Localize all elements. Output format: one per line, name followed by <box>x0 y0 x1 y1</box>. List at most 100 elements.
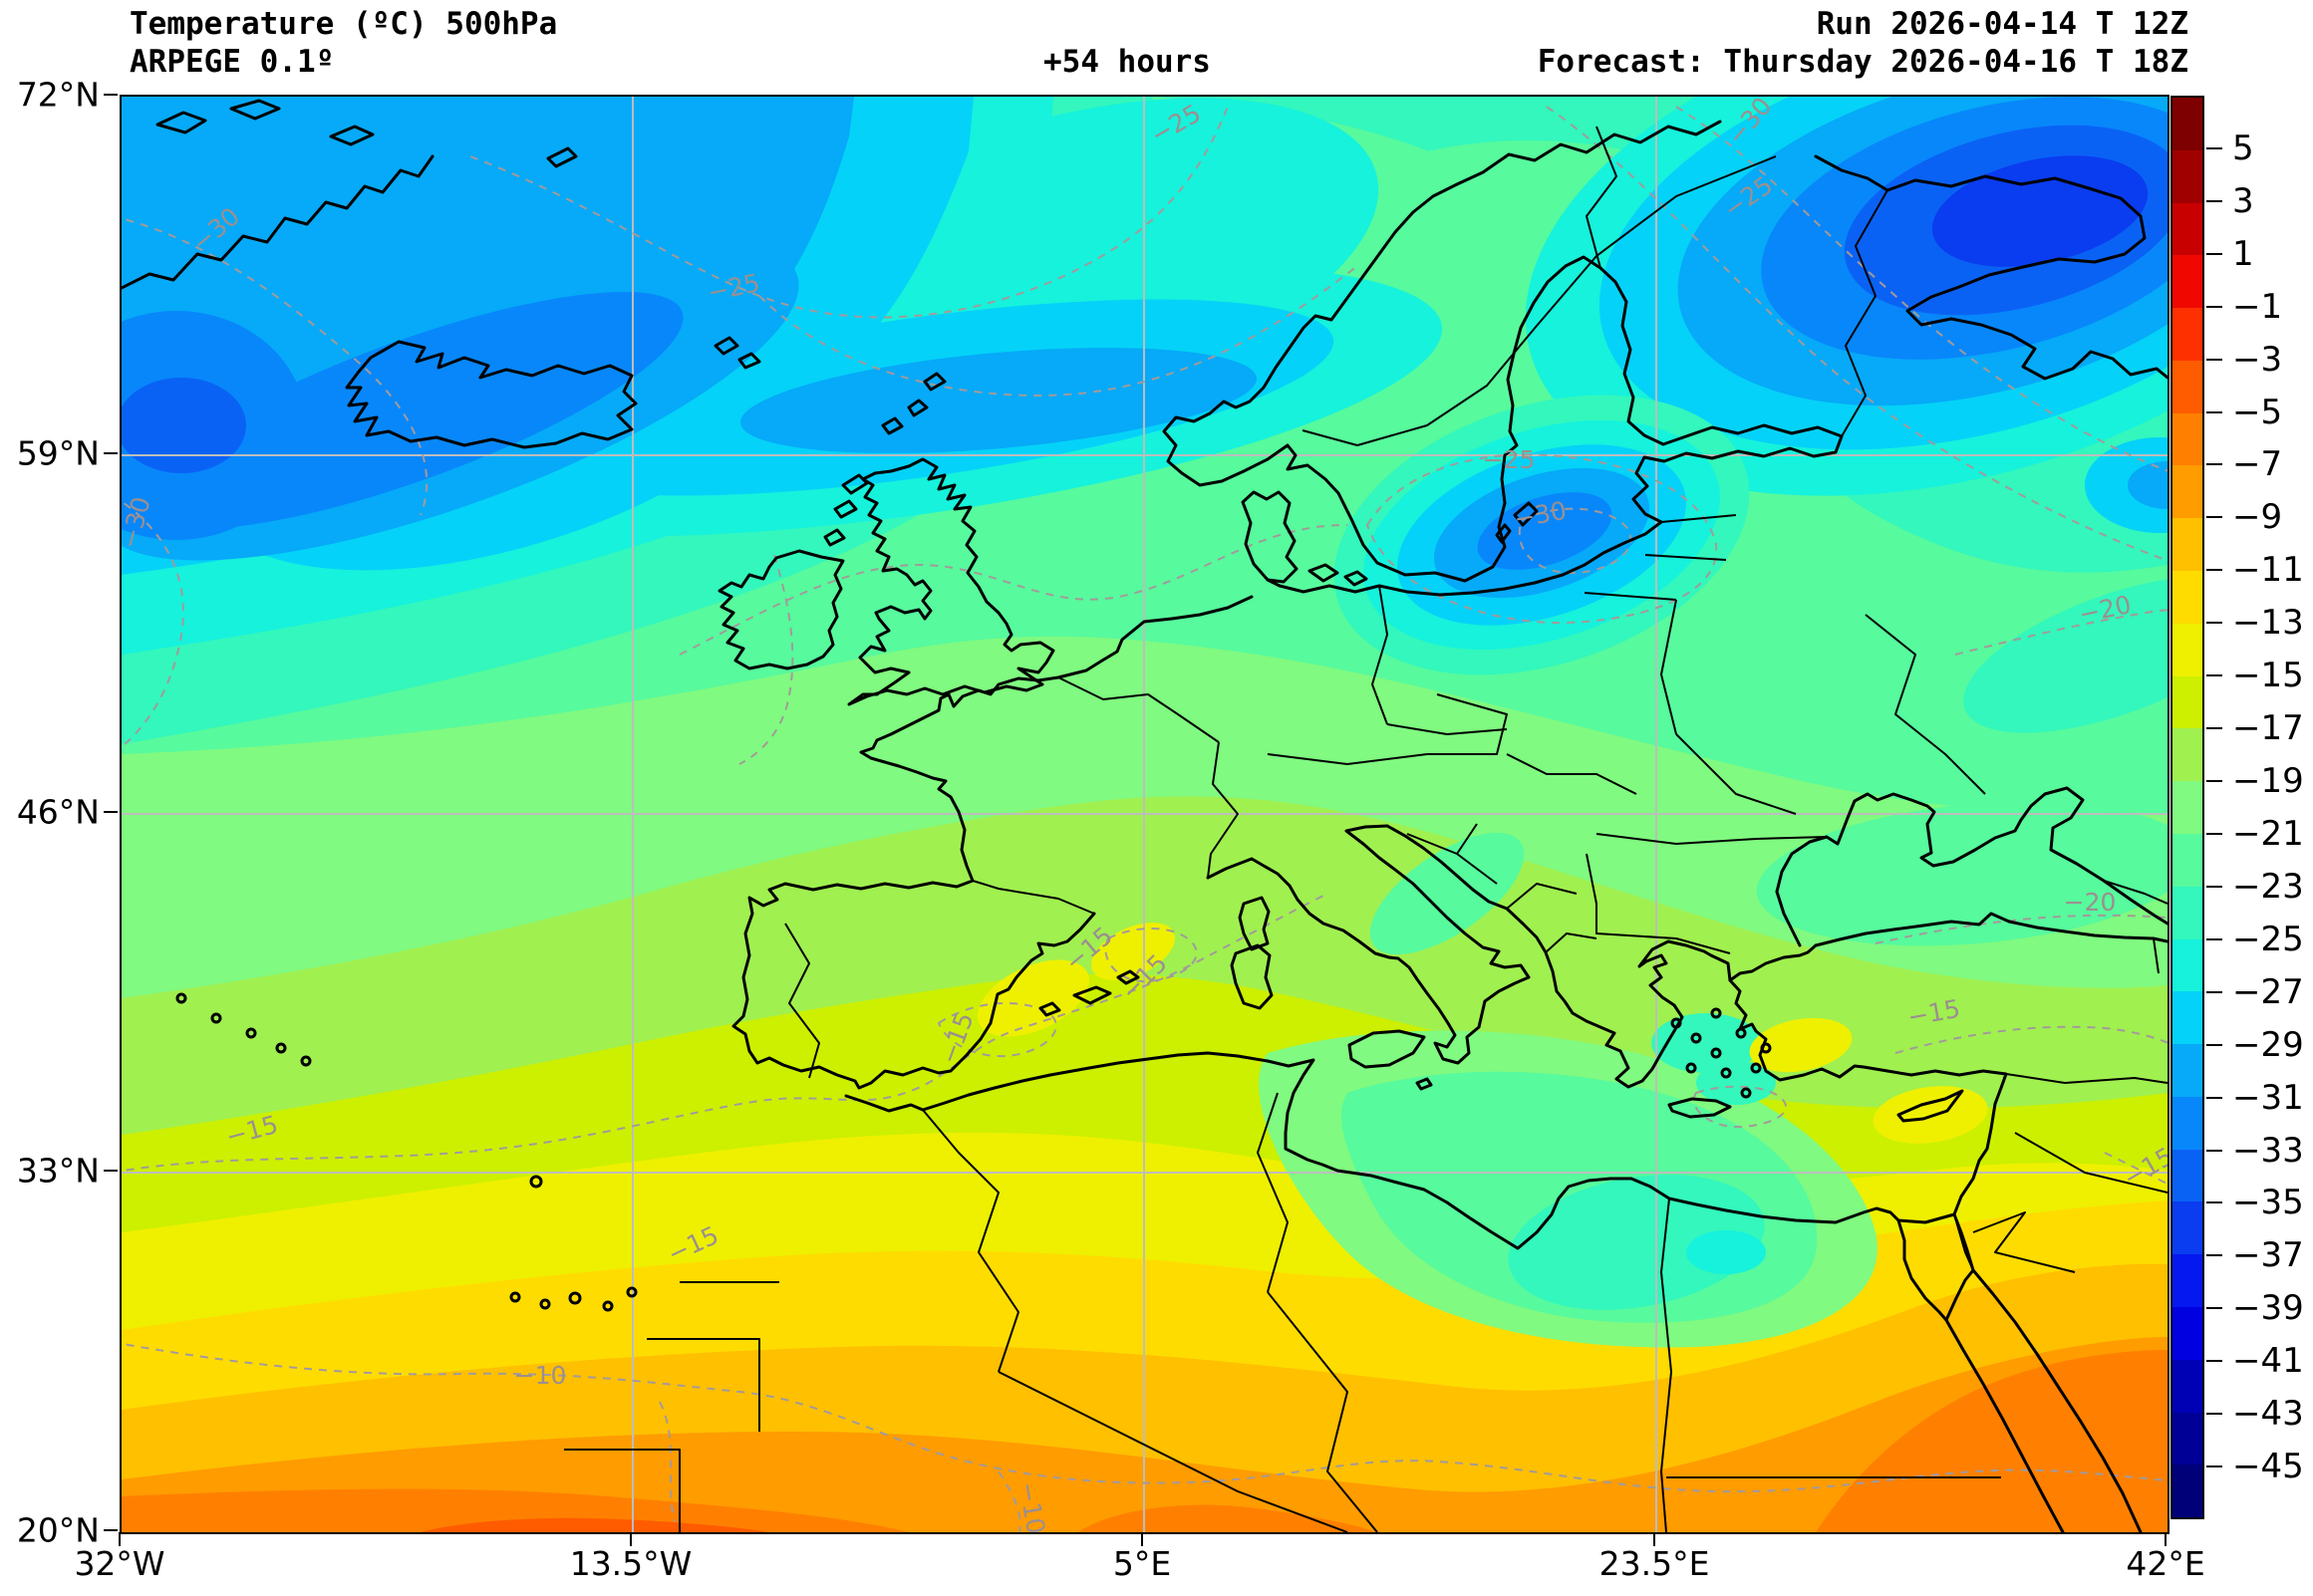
colorbar-tick-label: 1 <box>2232 234 2254 274</box>
colorbar-segment <box>2172 1464 2202 1517</box>
colorbar-segment <box>2172 1201 2202 1254</box>
colorbar-tick <box>2206 833 2222 835</box>
colorbar-segment <box>2172 676 2202 729</box>
x-axis-tick-label: 32°W <box>74 1544 164 1583</box>
colorbar-segment <box>2172 150 2202 203</box>
y-axis-tick-label: 46°N <box>4 793 100 832</box>
colorbar-tick-label: −45 <box>2232 1447 2304 1486</box>
contour-label: −20 <box>2064 888 2117 917</box>
colorbar-tick-label: 3 <box>2232 181 2254 221</box>
colorbar-segment <box>2172 413 2202 466</box>
colorbar-segment <box>2172 1307 2202 1360</box>
model-subtitle: ARPEGE 0.1º <box>130 44 334 80</box>
colorbar-tick <box>2206 200 2222 202</box>
colorbar-segment <box>2172 939 2202 992</box>
colorbar-tick <box>2206 886 2222 888</box>
run-label: Run 2026-04-14 T 12Z <box>1817 6 2188 42</box>
colorbar-tick <box>2206 622 2222 624</box>
colorbar-tick <box>2206 463 2222 465</box>
colorbar-segment <box>2172 518 2202 571</box>
colorbar-tick <box>2206 1044 2222 1046</box>
colorbar-tick-label: −31 <box>2232 1078 2304 1118</box>
colorbar-tick-label: −7 <box>2232 444 2282 484</box>
colorbar-segment <box>2172 1097 2202 1150</box>
colorbar-tick <box>2206 306 2222 308</box>
y-axis-tick-label: 59°N <box>4 434 100 473</box>
colorbar-segment <box>2172 308 2202 361</box>
colorbar-segment <box>2172 1360 2202 1413</box>
y-axis-tick-label: 20°N <box>4 1511 100 1550</box>
colorbar-tick <box>2206 516 2222 518</box>
colorbar-segment <box>2172 624 2202 676</box>
colorbar-segment <box>2172 255 2202 308</box>
colorbar-tick-label: −5 <box>2232 393 2282 432</box>
contour-label: −10 <box>514 1361 567 1390</box>
colorbar-tick-label: −41 <box>2232 1341 2304 1381</box>
y-axis-tick <box>104 452 118 454</box>
y-axis-tick <box>104 1170 118 1172</box>
colorbar-tick-label: −35 <box>2232 1183 2304 1222</box>
contour-label: −25 <box>1483 445 1536 474</box>
y-axis-tick <box>104 811 118 813</box>
colorbar-tick <box>2206 991 2222 993</box>
colorbar-tick <box>2206 253 2222 255</box>
colorbar-segment <box>2172 781 2202 834</box>
colorbar-tick <box>2206 1097 2222 1099</box>
y-axis-tick <box>104 1529 118 1531</box>
y-axis-tick-label: 72°N <box>4 76 100 115</box>
colorbar-segment <box>2172 1150 2202 1202</box>
colorbar-tick <box>2206 1201 2222 1203</box>
colorbar-tick <box>2206 674 2222 676</box>
colorbar-segment <box>2172 361 2202 413</box>
colorbar-segment <box>2172 887 2202 939</box>
colorbar-tick <box>2206 1360 2222 1362</box>
page-title: Temperature (ºC) 500hPa <box>130 6 557 42</box>
lead-time-label: +54 hours <box>1043 44 1211 80</box>
colorbar-tick-label: −27 <box>2232 972 2304 1012</box>
colorbar-tick-label: −29 <box>2232 1025 2304 1065</box>
colorbar-segment <box>2172 1044 2202 1097</box>
colorbar-tick-label: −23 <box>2232 867 2304 907</box>
x-axis-tick-label: 42°E <box>2126 1544 2204 1583</box>
colorbar-segment <box>2172 728 2202 781</box>
colorbar-tick <box>2206 1465 2222 1467</box>
forecast-label: Forecast: Thursday 2026-04-16 T 18Z <box>1538 44 2188 80</box>
y-axis-tick-label: 33°N <box>4 1152 100 1191</box>
colorbar-segment <box>2172 1413 2202 1465</box>
map-plot-area: −30−30−25−25−30−25−25−30−20−20−15−15−15−… <box>120 95 2169 1534</box>
y-axis-tick <box>104 94 118 96</box>
colorbar-tick-label: −39 <box>2232 1288 2304 1328</box>
colorbar-tick <box>2206 1254 2222 1256</box>
colorbar-segment <box>2172 571 2202 624</box>
colorbar-segment <box>2172 203 2202 256</box>
colorbar-tick <box>2206 569 2222 571</box>
colorbar-tick <box>2206 1307 2222 1309</box>
colorbar-tick-label: −9 <box>2232 497 2282 537</box>
colorbar-tick-label: −3 <box>2232 340 2282 380</box>
colorbar-tick-label: −25 <box>2232 920 2304 959</box>
colorbar-tick <box>2206 727 2222 729</box>
colorbar-tick-label: −17 <box>2232 708 2304 748</box>
x-axis-tick-label: 5°E <box>1113 1544 1171 1583</box>
colorbar-tick-label: −11 <box>2232 550 2304 590</box>
colorbar-segment <box>2172 991 2202 1044</box>
colorbar-tick-label: −19 <box>2232 761 2304 801</box>
colorbar-tick-label: −37 <box>2232 1235 2304 1275</box>
temperature-map: −30−30−25−25−30−25−25−30−20−20−15−15−15−… <box>122 97 2168 1532</box>
colorbar-tick-label: −13 <box>2232 603 2304 643</box>
colorbar-segment <box>2172 465 2202 518</box>
colorbar <box>2170 96 2204 1519</box>
colorbar-tick-label: −15 <box>2232 656 2304 695</box>
x-axis-tick-label: 23.5°E <box>1599 1544 1710 1583</box>
weather-chart-page: Temperature (ºC) 500hPa ARPEGE 0.1º +54 … <box>0 0 2313 1596</box>
colorbar-tick <box>2206 938 2222 940</box>
colorbar-segment <box>2172 1254 2202 1307</box>
colorbar-tick-label: −21 <box>2232 814 2304 854</box>
colorbar-tick <box>2206 780 2222 782</box>
colorbar-tick-label: −1 <box>2232 287 2282 327</box>
colorbar-segment <box>2172 98 2202 150</box>
colorbar-tick-label: −33 <box>2232 1131 2304 1171</box>
x-axis-tick-label: 13.5°W <box>570 1544 693 1583</box>
colorbar-tick <box>2206 147 2222 149</box>
colorbar-tick <box>2206 411 2222 413</box>
